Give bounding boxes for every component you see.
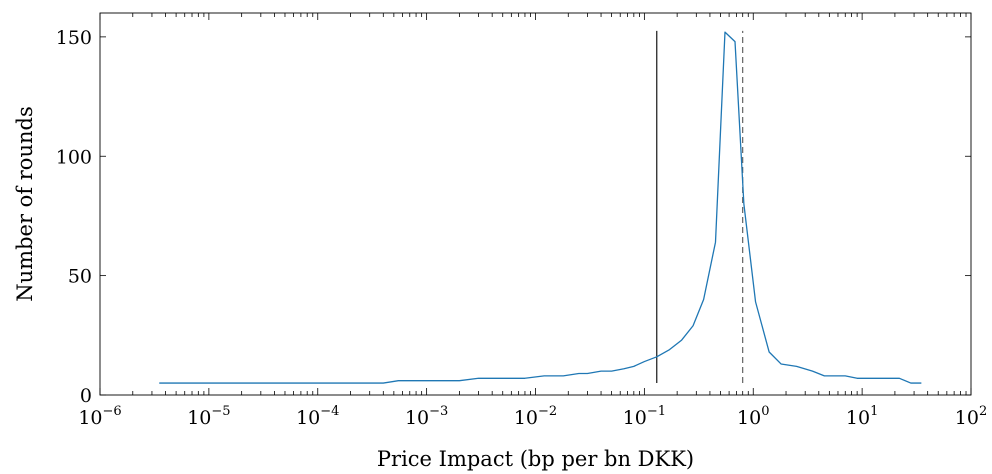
x-tick-label: 100 [737,404,769,429]
y-tick-label: 50 [68,266,92,288]
series-line-1 [159,31,922,384]
y-tick-label: 100 [56,146,92,168]
x-tick-label: 10−2 [514,404,557,429]
x-tick-label: 102 [955,404,987,429]
x-tick-label: 10−3 [405,404,448,429]
plot-border [99,12,972,396]
x-tick-label: 101 [846,404,878,429]
axis-ticks [99,13,972,396]
x-tick-label: 10−5 [187,404,230,429]
series-group [159,31,922,384]
plot-frame [99,12,972,396]
y-tick-label: 0 [80,385,92,407]
y-axis-title: Number of rounds [13,106,37,301]
x-tick-label: 10−6 [78,404,121,429]
x-tick-label: 10−1 [623,404,666,429]
y-tick-label: 150 [56,27,92,49]
tick-labels: 10−6 10−5 10−4 10−3 10−2 10−1 100 101 102 0 50 100 1… [56,27,988,429]
reference-lines [656,30,744,383]
x-tick-label: 10−4 [296,404,339,429]
x-axis-title: Price Impact (bp per bn DKK) [377,447,694,471]
